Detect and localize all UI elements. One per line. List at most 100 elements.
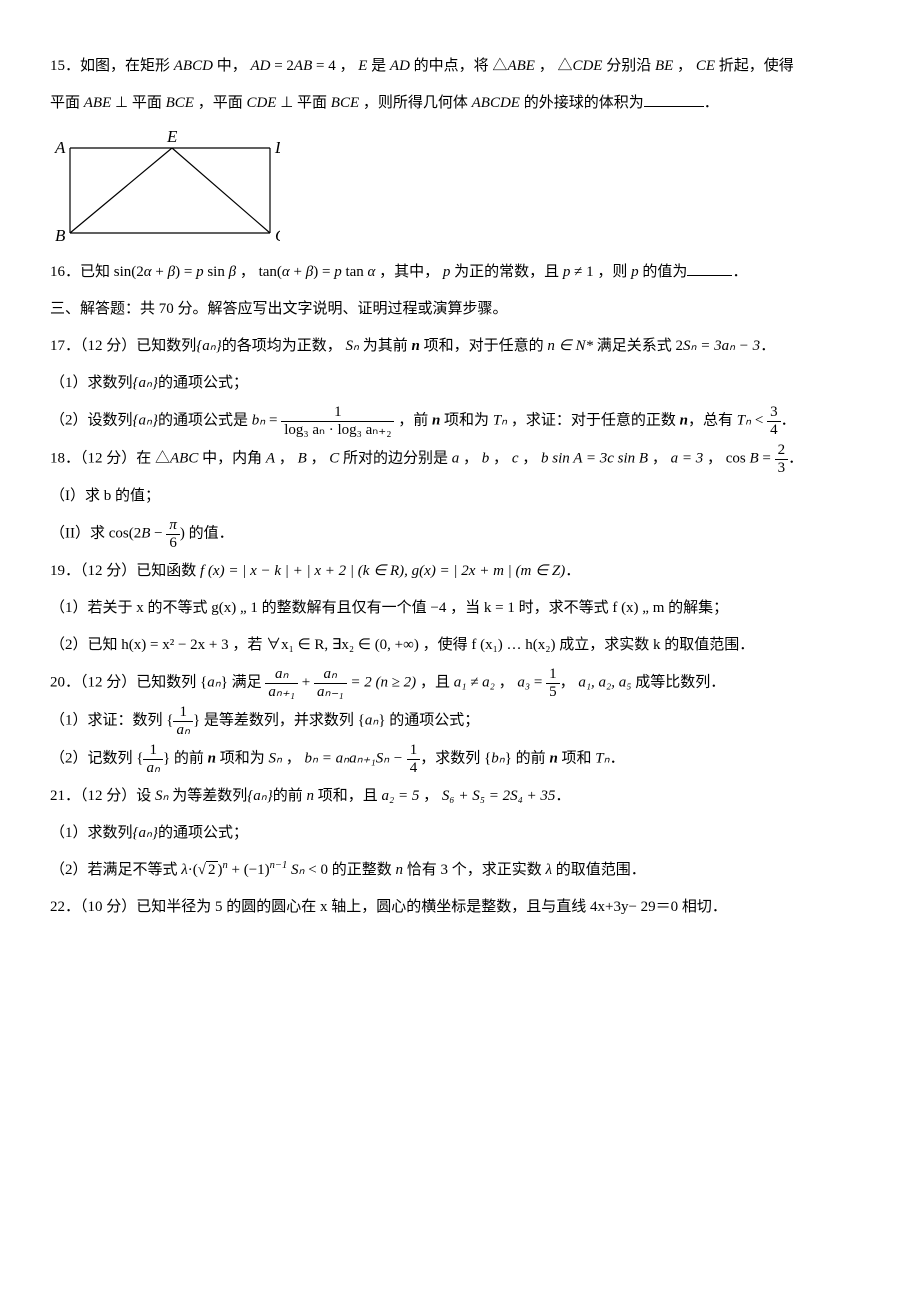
- text: tan: [342, 264, 368, 280]
- text: 项和为: [216, 750, 269, 766]
- be: BE: [655, 58, 673, 74]
- eq: S₆ + S₅ = 2S₄ + 35: [442, 788, 556, 804]
- seq: {aₙ}: [133, 412, 158, 428]
- sn: Sₙ: [155, 788, 168, 804]
- denominator: aₙ: [143, 760, 162, 777]
- text: 17．（12 分）已知数列: [50, 338, 196, 354]
- B: B: [298, 450, 307, 466]
- plus: +: [298, 674, 314, 690]
- bce: BCE: [331, 95, 359, 111]
- B: B: [749, 450, 758, 466]
- cde: CDE: [246, 95, 276, 111]
- q15-line1: 15．如图，在矩形 ABCD 中， AD = 2AB = 4 ， E 是 AD …: [50, 50, 875, 83]
- geo: a₁, a₂, a₅: [578, 674, 631, 690]
- tn: Tₙ: [737, 412, 751, 428]
- an: aₙ: [365, 712, 378, 728]
- eq: =: [265, 412, 281, 428]
- fraction: 23: [775, 442, 789, 476]
- tn: Tₙ: [493, 412, 507, 428]
- text: ⊥ 平面: [276, 95, 330, 111]
- fraction: 14: [407, 742, 421, 776]
- numerator: aₙ: [314, 666, 347, 684]
- text: ，则所得几何体: [359, 95, 472, 111]
- text: ， △: [535, 58, 573, 74]
- p: p: [631, 264, 639, 280]
- numerator: 3: [767, 404, 781, 422]
- numerator: 1: [173, 704, 192, 722]
- plus: +: [152, 264, 168, 280]
- text: ，其中，: [375, 264, 443, 280]
- text: ，: [560, 674, 579, 690]
- svg-text:E: E: [166, 128, 178, 146]
- text: sin: [204, 264, 229, 280]
- q22: 22．（10 分）已知半径为 5 的圆的圆心在 x 轴上，圆心的横坐标是整数，且…: [50, 891, 875, 924]
- abcd: ABCD: [174, 58, 213, 74]
- text: ， cos: [703, 450, 749, 466]
- blank: [687, 260, 732, 276]
- lt0: < 0: [305, 862, 328, 878]
- denominator: 5: [546, 684, 560, 701]
- section-3-header: 三、解答题：共 70 分。解答应写出文字说明、证明过程或演算步骤。: [50, 293, 875, 326]
- tn: Tₙ: [595, 750, 609, 766]
- abe: ABE: [84, 95, 112, 111]
- text: 的通项公式是: [158, 412, 252, 428]
- text: 的前: [273, 788, 307, 804]
- bn: bₙ: [305, 750, 318, 766]
- eq: =: [530, 674, 546, 690]
- eq2: a = 3: [671, 450, 704, 466]
- comma: ，: [459, 450, 482, 466]
- numerator: 1: [546, 666, 560, 684]
- denominator: 4: [407, 760, 421, 777]
- text: ，: [419, 788, 442, 804]
- bn: bₙ: [491, 750, 504, 766]
- n: n: [208, 750, 216, 766]
- ad: AD: [390, 58, 410, 74]
- sn: Sₙ: [291, 862, 304, 878]
- text: 满足关系式 2: [593, 338, 683, 354]
- svg-text:D: D: [274, 138, 280, 157]
- text: ，求数列 {: [420, 750, 491, 766]
- q21-p1: （1）求数列{aₙ}的通项公式；: [50, 817, 875, 850]
- numerator: 1: [407, 742, 421, 760]
- text: } 满足: [221, 674, 266, 690]
- text: ．: [704, 95, 719, 111]
- text: 是: [367, 58, 390, 74]
- text: （1）求数列: [50, 825, 133, 841]
- text: 的通项公式；: [158, 825, 248, 841]
- text: ) =: [313, 264, 334, 280]
- q18-header: 18．（12 分）在 △ABC 中，内角 A ， B ， C 所对的边分别是 a…: [50, 442, 875, 476]
- beta: β: [168, 264, 175, 280]
- text: （II）求 cos(2: [50, 525, 141, 541]
- denominator: 6: [166, 535, 180, 552]
- text: 的正整数: [328, 862, 396, 878]
- sn: Sₙ: [269, 750, 282, 766]
- minus: −: [150, 525, 166, 541]
- cde: CDE: [572, 58, 602, 74]
- q20-p2: （2）记数列 {1aₙ} 的前 n 项和为 Sₙ ， bₙ = aₙaₙ₊₁Sₙ…: [50, 742, 875, 776]
- fraction: 1log₃ aₙ · log₃ aₙ₊₂: [281, 404, 394, 438]
- text: 的通项公式；: [158, 375, 248, 391]
- text: 折起，使得: [715, 58, 794, 74]
- p: p: [334, 264, 342, 280]
- comma: ，: [489, 450, 512, 466]
- text: } 的前: [163, 750, 208, 766]
- text: 项和，对于任意的: [420, 338, 548, 354]
- abcde: ABCDE: [472, 95, 520, 111]
- denominator: log₃ aₙ · log₃ aₙ₊₂: [281, 422, 394, 439]
- text: 恰有 3 个，求正实数: [403, 862, 546, 878]
- text: 为其前: [359, 338, 412, 354]
- text: 所对的边分别是: [339, 450, 452, 466]
- svg-text:C: C: [275, 226, 280, 245]
- text: ，且: [416, 674, 454, 690]
- text: 成等比数列．: [632, 674, 726, 690]
- text: 15．如图，在矩形: [50, 58, 174, 74]
- n: n: [680, 412, 688, 428]
- seq: {aₙ}: [133, 825, 158, 841]
- fraction: π6: [166, 517, 180, 551]
- comma: ，: [275, 450, 298, 466]
- text: ．: [781, 412, 796, 428]
- eq: = 4: [312, 58, 335, 74]
- text: ，平面: [194, 95, 247, 111]
- fx: f (x) = | x − k | + | x + 2 | (k ∈ R), g…: [200, 563, 565, 579]
- text: 20．（12 分）已知数列 {: [50, 674, 207, 690]
